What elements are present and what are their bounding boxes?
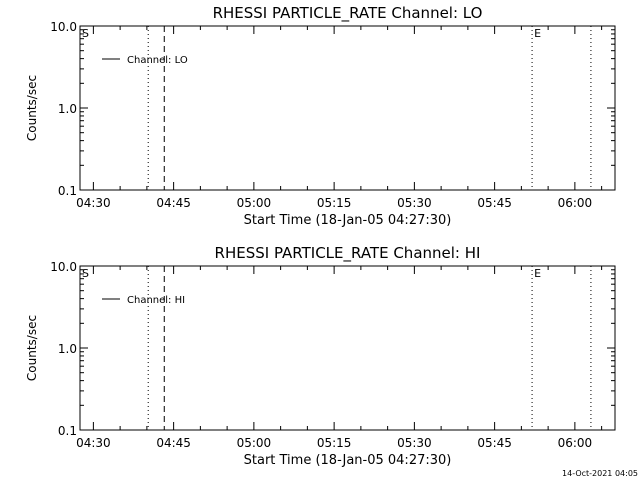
y-tick-label: 0.1 bbox=[58, 424, 77, 438]
plot-frame bbox=[79, 25, 616, 191]
x-tick-label: 05:45 bbox=[477, 196, 512, 210]
footer-timestamp: 14-Oct-2021 04:05 bbox=[562, 469, 638, 478]
x-tick-label: 04:30 bbox=[76, 436, 111, 450]
chart-title: RHESSI PARTICLE_RATE Channel: LO bbox=[213, 4, 483, 23]
time-marker-label: S bbox=[82, 267, 89, 280]
legend-label: Channel: LO bbox=[127, 55, 188, 66]
x-tick-label: 04:30 bbox=[76, 196, 111, 210]
x-tick-label: 05:00 bbox=[237, 196, 272, 210]
time-marker-label: S bbox=[82, 27, 89, 40]
x-tick-label: 06:00 bbox=[558, 196, 593, 210]
y-tick-label: 0.1 bbox=[58, 184, 77, 198]
x-axis-label: Start Time (18-Jan-05 04:27:30) bbox=[244, 453, 452, 468]
chart-title: RHESSI PARTICLE_RATE Channel: HI bbox=[215, 244, 481, 263]
legend-label: Channel: HI bbox=[127, 295, 185, 306]
y-tick-label: 1.0 bbox=[58, 342, 77, 356]
y-axis-label: Counts/sec bbox=[25, 75, 39, 141]
x-axis-label: Start Time (18-Jan-05 04:27:30) bbox=[244, 213, 452, 228]
y-tick-label: 10.0 bbox=[50, 260, 77, 274]
y-tick-label: 1.0 bbox=[58, 102, 77, 116]
plot-frame bbox=[79, 265, 616, 431]
panel-lo: RHESSI PARTICLE_RATE Channel: LO 04:30 04:… bbox=[25, 4, 616, 228]
x-tick-label: 05:30 bbox=[397, 196, 432, 210]
x-tick-label: 04:45 bbox=[156, 436, 191, 450]
x-tick-label: 05:15 bbox=[317, 196, 352, 210]
y-tick-label: 10.0 bbox=[50, 20, 77, 34]
x-tick-label: 05:30 bbox=[397, 436, 432, 450]
time-marker-label: E bbox=[534, 267, 541, 280]
x-tick-label: 05:15 bbox=[317, 436, 352, 450]
x-tick-label: 05:45 bbox=[477, 436, 512, 450]
x-tick-label: 05:00 bbox=[237, 436, 272, 450]
x-tick-label: 04:45 bbox=[156, 196, 191, 210]
panel-hi: RHESSI PARTICLE_RATE Channel: HI 04:30 04:… bbox=[25, 244, 616, 468]
time-marker-label: E bbox=[534, 27, 541, 40]
x-tick-label: 06:00 bbox=[558, 436, 593, 450]
y-axis-label: Counts/sec bbox=[25, 315, 39, 381]
